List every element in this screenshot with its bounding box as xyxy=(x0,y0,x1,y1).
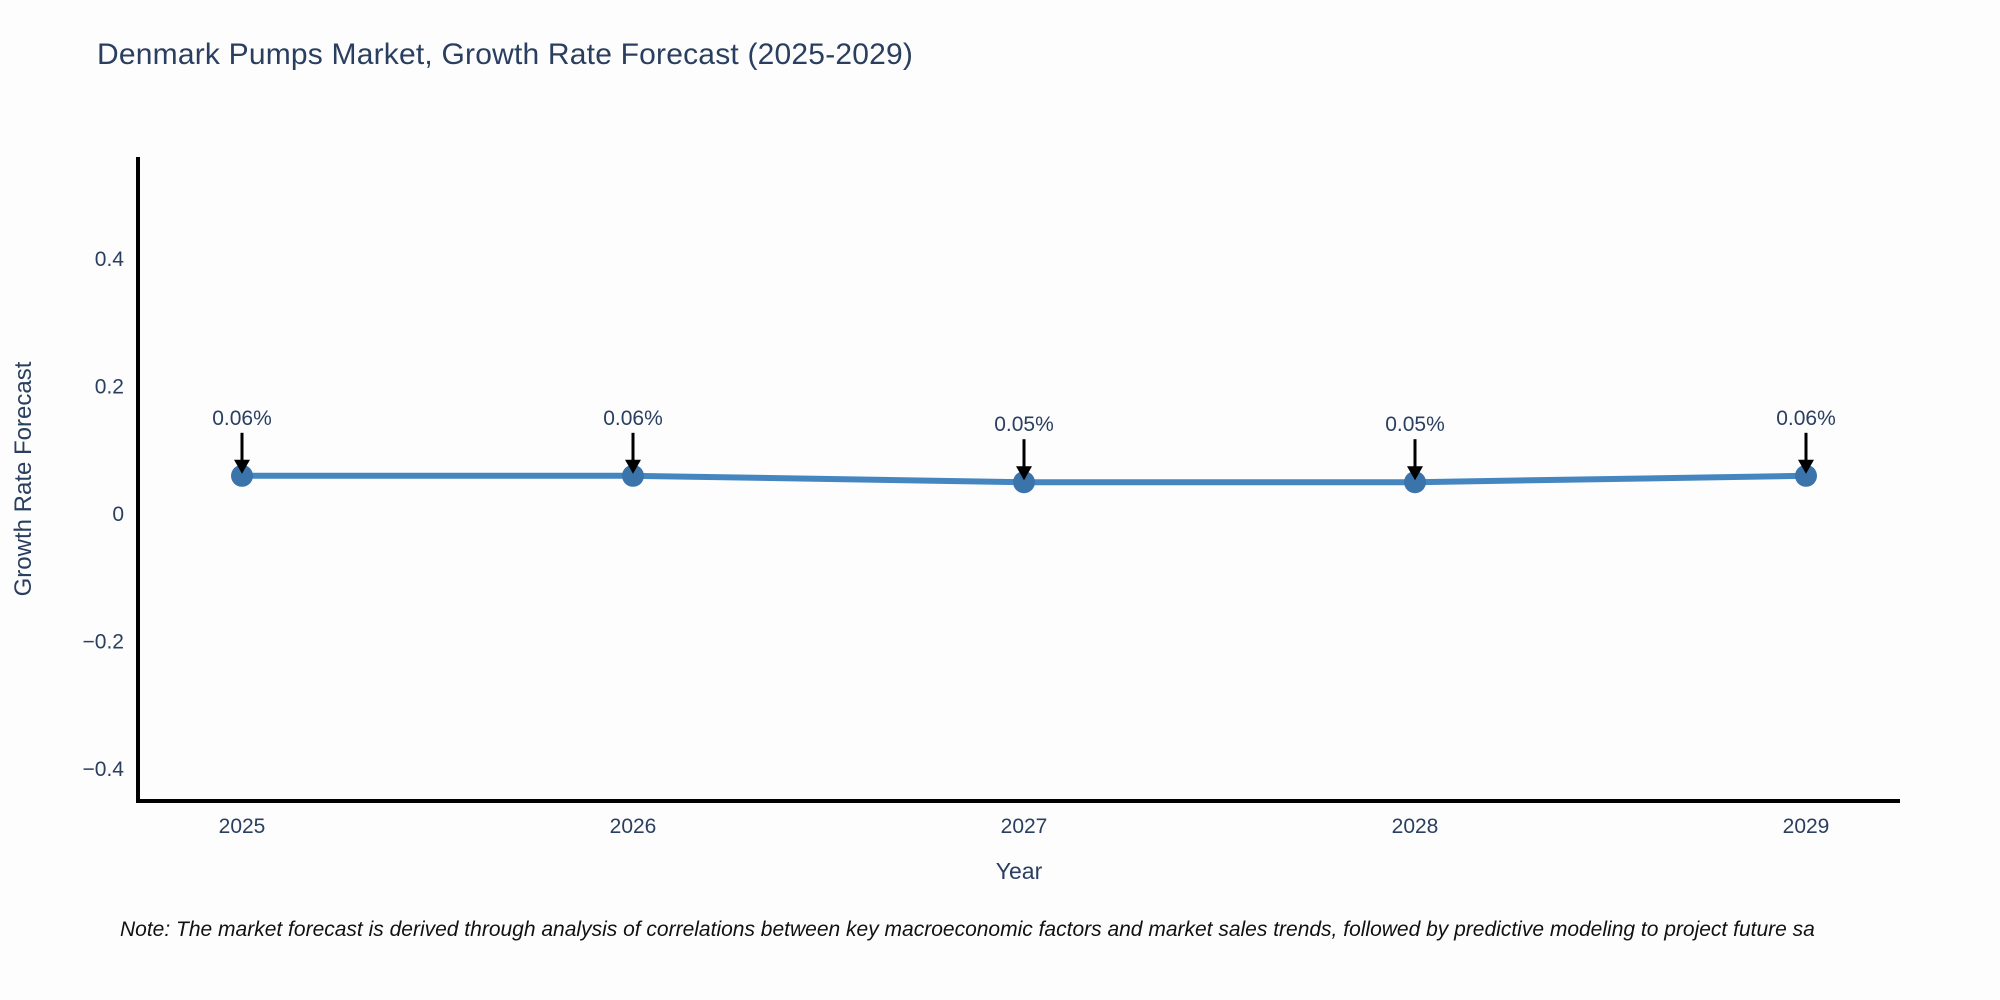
data-point-label: 0.06% xyxy=(603,407,663,430)
annotation-arrowhead xyxy=(1016,466,1032,481)
y-tick-label: 0 xyxy=(112,503,124,526)
chart-title: Denmark Pumps Market, Growth Rate Foreca… xyxy=(97,38,914,71)
data-point-label: 0.06% xyxy=(1776,407,1836,430)
y-tick-label: 0.4 xyxy=(95,248,125,271)
data-point xyxy=(1404,471,1426,494)
annotation-arrowhead xyxy=(1798,459,1814,474)
y-tick-label: −0.2 xyxy=(83,631,124,654)
data-point xyxy=(1795,464,1817,487)
x-tick-label: 2025 xyxy=(219,815,266,838)
data-point-label: 0.05% xyxy=(1385,413,1445,436)
x-tick-label: 2026 xyxy=(610,815,657,838)
annotation-arrowhead xyxy=(625,459,641,474)
data-point xyxy=(231,464,253,487)
data-point-label: 0.06% xyxy=(212,407,272,430)
footnote: Note: The market forecast is derived thr… xyxy=(120,918,1815,941)
data-point xyxy=(622,464,644,487)
data-point-label: 0.05% xyxy=(994,413,1054,436)
x-tick-label: 2029 xyxy=(1783,815,1830,838)
annotation-arrowhead xyxy=(1407,466,1423,481)
x-axis-title: Year xyxy=(995,858,1043,884)
annotation-arrowhead xyxy=(234,459,250,474)
data-point xyxy=(1013,471,1035,494)
x-tick-label: 2028 xyxy=(1392,815,1439,838)
y-tick-label: −0.4 xyxy=(83,758,125,781)
x-tick-label: 2027 xyxy=(1001,815,1048,838)
y-axis-title: Growth Rate Forecast xyxy=(10,361,37,597)
y-tick-label: 0.2 xyxy=(95,376,124,399)
